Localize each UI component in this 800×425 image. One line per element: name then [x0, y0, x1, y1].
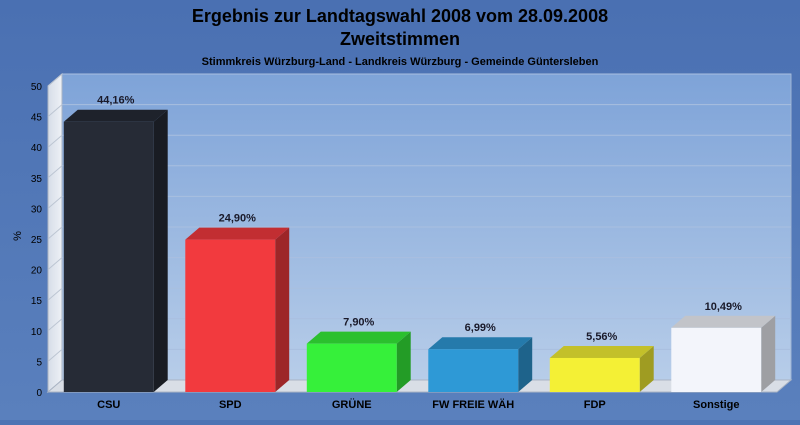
bar-top — [185, 227, 290, 240]
gridlines — [47, 73, 791, 362]
gridline-wall — [47, 257, 63, 270]
gridline-wall — [47, 318, 63, 332]
y-tick-label: 10 — [31, 327, 43, 338]
y-tick-label: 15 — [31, 296, 43, 307]
bar-side — [153, 109, 168, 393]
bar-grüne — [306, 331, 411, 392]
bar-front — [63, 121, 154, 393]
bar-sonstige — [671, 315, 776, 392]
value-label: 5,56% — [586, 331, 617, 343]
y-tick-labels: 0 5 10 15 20 25 30 35 40 45 50 — [31, 82, 43, 399]
bar-side — [275, 227, 290, 392]
bars — [63, 109, 776, 393]
bar-front — [549, 357, 640, 392]
bar-top — [671, 315, 776, 328]
x-tick-labels: CSU SPD GRÜNE FW FREIE WÄH FDP Sonstige — [97, 398, 739, 411]
y-tick-label: 45 — [31, 113, 43, 124]
bar-side — [639, 345, 654, 392]
x-tick-label: FW FREIE WÄH — [432, 398, 514, 411]
bar-top — [428, 337, 533, 350]
chart-title: Ergebnis zur Landtagswahl 2008 vom 28.09… — [192, 6, 608, 26]
chart-subtitle: Stimmkreis Würzburg-Land - Landkreis Wür… — [202, 56, 599, 68]
bar-front — [185, 239, 276, 392]
value-label: 44,16% — [97, 95, 135, 107]
y-tick-label: 35 — [31, 174, 43, 185]
y-tick-label: 0 — [36, 388, 42, 399]
value-label: 24,90% — [219, 213, 257, 225]
bar-side — [518, 337, 533, 392]
value-label: 6,99% — [465, 322, 496, 334]
gridline-wall — [47, 104, 63, 117]
gridline-wall — [47, 226, 63, 240]
bar-side — [761, 315, 776, 392]
y-tick-label: 25 — [31, 235, 43, 246]
y-tick-label: 50 — [31, 82, 43, 93]
bar-spd — [185, 227, 290, 392]
bar-csu — [63, 109, 168, 393]
x-tick-label: SPD — [219, 399, 242, 411]
chart-title-line2: Zweitstimmen — [340, 29, 460, 49]
value-label: 7,90% — [343, 317, 374, 329]
value-label: 10,49% — [705, 301, 743, 313]
bar-front — [306, 343, 397, 392]
y-tick-label: 20 — [31, 266, 43, 277]
bar-side — [396, 331, 411, 392]
value-labels: 44,16% 24,90% 7,90% 6,99% 5,56% 10,49% — [97, 95, 742, 343]
bar-fdp — [549, 345, 654, 392]
gridline-wall — [47, 165, 63, 179]
bar-front — [671, 327, 762, 392]
y-tick-label: 5 — [36, 357, 42, 368]
y-tick-label: 30 — [31, 204, 43, 215]
gridline-wall — [47, 73, 63, 87]
bar-fw-freie-wäh — [428, 337, 533, 392]
gridline-wall — [47, 287, 63, 301]
x-tick-label: FDP — [584, 399, 606, 411]
x-tick-label: GRÜNE — [332, 398, 372, 411]
gridline-wall — [47, 349, 63, 362]
bar-top — [306, 331, 411, 344]
gridline-wall — [47, 134, 63, 148]
bar-top — [63, 109, 168, 122]
gridline-wall — [47, 196, 63, 209]
x-tick-label: Sonstige — [693, 399, 739, 411]
y-tick-label: 40 — [31, 143, 43, 154]
y-axis-label: % — [12, 231, 24, 241]
bar-top — [549, 345, 654, 358]
x-tick-label: CSU — [97, 399, 120, 411]
bar-front — [428, 349, 519, 392]
